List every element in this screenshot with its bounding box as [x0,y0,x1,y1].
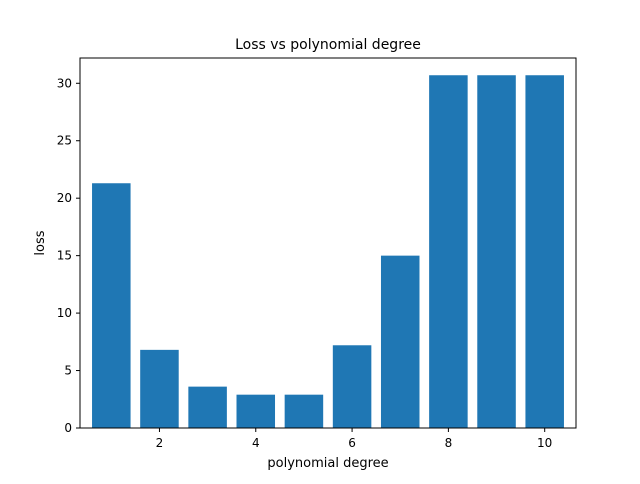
x-tick-label: 6 [348,436,356,450]
x-axis-label: polynomial degree [267,456,388,471]
bar-degree-6 [332,345,372,428]
bar-degree-1 [92,183,131,428]
x-tick-label: 2 [156,436,164,450]
x-ticks-group: 2 4 6 8 10 [156,428,552,450]
bars-group [92,75,564,429]
bar-degree-2 [140,349,179,428]
bar-degree-10 [525,75,564,429]
bar-degree-8 [429,75,468,429]
y-tick-label: 25 [57,134,72,148]
bar-degree-5 [284,394,324,428]
y-tick-label: 0 [64,421,72,435]
bar-degree-7 [380,255,420,428]
y-axis-label: loss [33,230,48,255]
y-tick-label: 30 [57,76,72,90]
bar-degree-4 [236,394,276,428]
y-tick-label: 20 [57,191,72,205]
y-tick-label: 15 [57,249,72,263]
bar-degree-9 [477,75,516,429]
x-tick-label: 4 [252,436,260,450]
y-tick-label: 10 [57,306,72,320]
x-tick-label: 8 [445,436,453,450]
chart-title: Loss vs polynomial degree [235,37,421,53]
x-tick-label: 10 [537,436,552,450]
bar-degree-3 [188,386,227,428]
plot-frame [79,57,577,429]
y-tick-label: 5 [64,364,72,378]
y-ticks-group: 0 5 10 15 20 25 30 [57,76,80,435]
